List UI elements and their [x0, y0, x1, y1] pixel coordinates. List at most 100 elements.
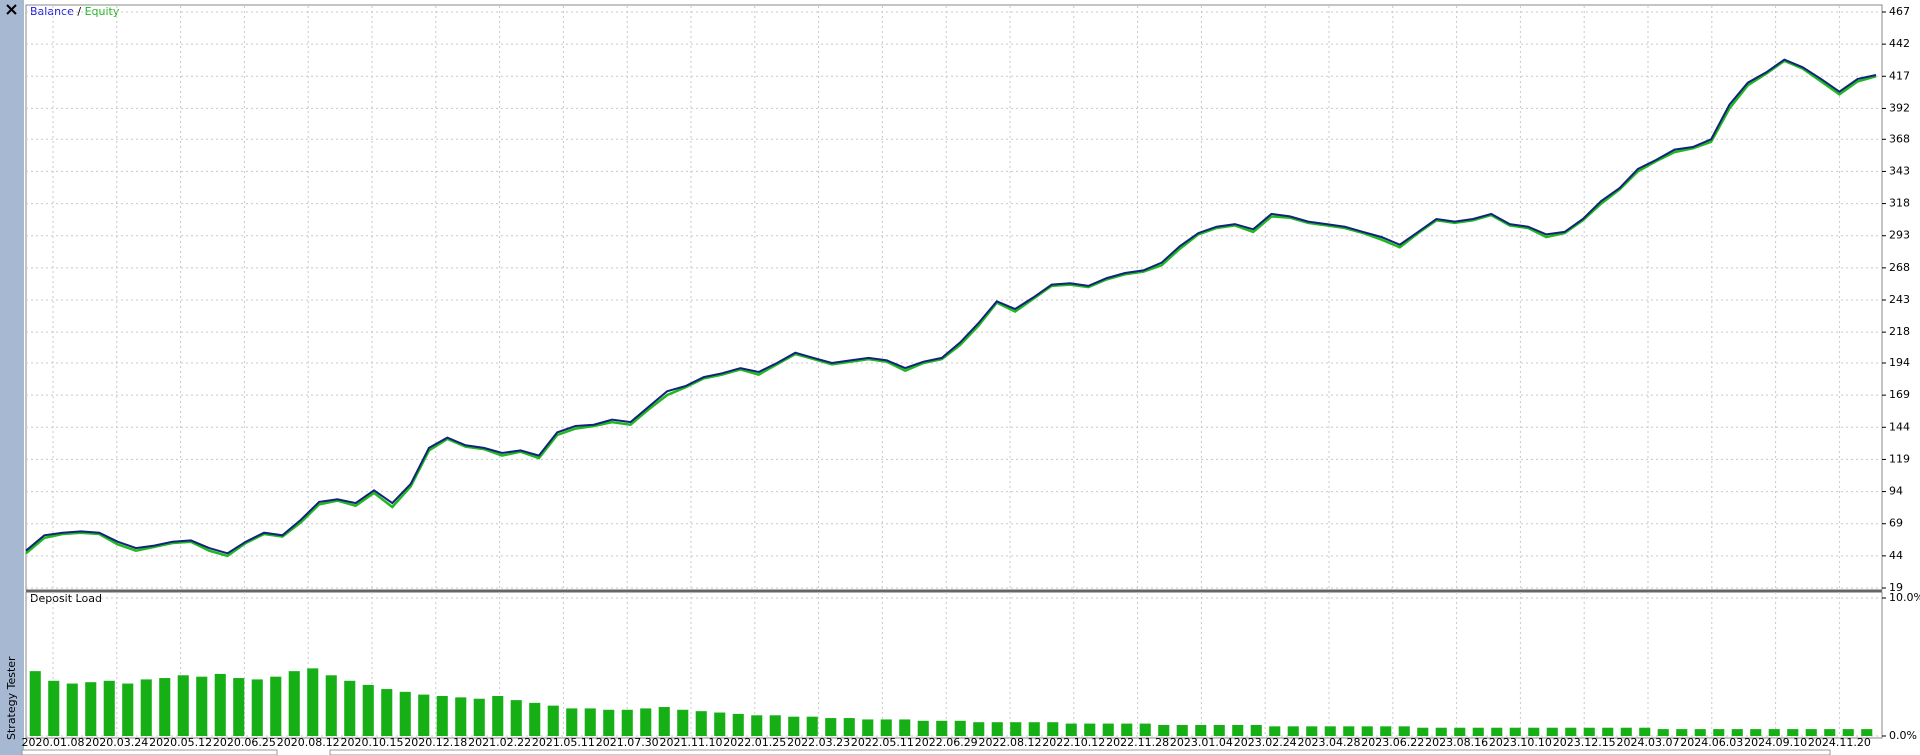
bar [1620, 727, 1632, 736]
bar [917, 720, 929, 736]
bar [473, 698, 485, 736]
bar [1805, 729, 1817, 736]
bar [621, 709, 633, 736]
bar [862, 719, 874, 736]
bar [418, 694, 430, 736]
bar [1768, 729, 1780, 736]
bar [1287, 726, 1299, 736]
x-tick-label: 2024.11.20 [1808, 736, 1871, 749]
y-tick-label: 194 [1889, 356, 1910, 369]
x-tick-label: 2024.03.07 [1617, 736, 1680, 749]
panel-title: Deposit Load [30, 592, 102, 605]
bar [1417, 727, 1429, 736]
bar [1010, 722, 1022, 736]
bar [214, 673, 226, 736]
bar [1213, 724, 1225, 736]
bar [714, 712, 726, 736]
bar [177, 675, 189, 736]
bar [1731, 729, 1743, 736]
tab[interactable] [329, 749, 1831, 755]
x-tick-label: 2021.11.10 [660, 736, 723, 749]
bar [1750, 729, 1762, 736]
series-line [25, 58, 1877, 555]
y-tick-label: 293 [1889, 229, 1910, 242]
sidebar [0, 0, 24, 755]
x-tick-label: 2020.05.12 [149, 736, 212, 749]
bar [48, 680, 60, 736]
x-tick-label: 2024.06.03 [1680, 736, 1743, 749]
x-tick-label: 2020.03.24 [85, 736, 148, 749]
bar [1158, 724, 1170, 736]
bar [288, 671, 300, 736]
bar [1713, 729, 1725, 736]
bar [954, 720, 966, 736]
bar [1306, 726, 1318, 736]
bar [1361, 726, 1373, 736]
deposit-panel [25, 591, 1883, 739]
bar [1509, 727, 1521, 736]
bar [510, 700, 522, 736]
bar [640, 708, 652, 736]
bar [1398, 726, 1410, 736]
x-tick-label: 2020.10.15 [341, 736, 404, 749]
bar [1232, 724, 1244, 736]
bar [695, 711, 707, 736]
bar [140, 679, 152, 736]
bar [436, 695, 448, 736]
bar [362, 684, 374, 736]
bar [29, 671, 41, 736]
y-tick-label: 243 [1889, 293, 1910, 306]
bar [344, 680, 356, 736]
bar [307, 668, 319, 736]
y-tick-label: 144 [1889, 420, 1910, 433]
bar [806, 716, 818, 736]
bar [899, 719, 911, 736]
sidebar-label: Strategy Tester [5, 656, 18, 740]
bar [1380, 726, 1392, 736]
bar [1565, 727, 1577, 736]
x-tick-label: 2024.09.10 [1744, 736, 1807, 749]
x-tick-label: 2020.01.08 [22, 736, 85, 749]
x-tick-label: 2023.10.10 [1489, 736, 1552, 749]
bar [233, 678, 245, 736]
legend-separator: / [77, 5, 81, 18]
y-tick-label: 442 [1889, 37, 1910, 50]
bar [547, 705, 559, 736]
bar [1047, 722, 1059, 736]
x-tick-label: 2020.08.12 [277, 736, 340, 749]
x-tick-label: 2020.06.25 [213, 736, 276, 749]
bar [1028, 722, 1040, 736]
bar [1102, 723, 1114, 736]
bar [751, 715, 763, 736]
bar [1546, 727, 1558, 736]
x-tick-label: 2023.01.04 [1170, 736, 1233, 749]
bar [66, 683, 78, 736]
x-tick-label: 2022.03.23 [787, 736, 850, 749]
y-tick-label: 417 [1889, 69, 1910, 82]
bar [325, 675, 337, 736]
y-tick-label: 44 [1889, 549, 1903, 562]
tab[interactable] [21, 749, 278, 755]
bar [1139, 723, 1151, 736]
y-tick-label: 119 [1889, 452, 1910, 465]
x-tick-label: 2023.04.28 [1298, 736, 1361, 749]
bar [1861, 729, 1873, 736]
bar [1602, 727, 1614, 736]
bar [455, 697, 467, 736]
bar [1639, 727, 1651, 736]
bar [603, 709, 615, 736]
bar [1657, 729, 1669, 736]
x-tick-label: 2021.07.30 [596, 736, 659, 749]
close-button[interactable] [6, 4, 17, 15]
y-tick-label: 268 [1889, 261, 1910, 274]
bar [1324, 726, 1336, 736]
bar [825, 718, 837, 736]
x-tick-label: 2023.08.16 [1425, 736, 1488, 749]
bar [843, 718, 855, 736]
x-tick-label: 2023.12.15 [1553, 736, 1616, 749]
bar [1787, 729, 1799, 736]
bar [1583, 727, 1595, 736]
bar [270, 676, 282, 736]
